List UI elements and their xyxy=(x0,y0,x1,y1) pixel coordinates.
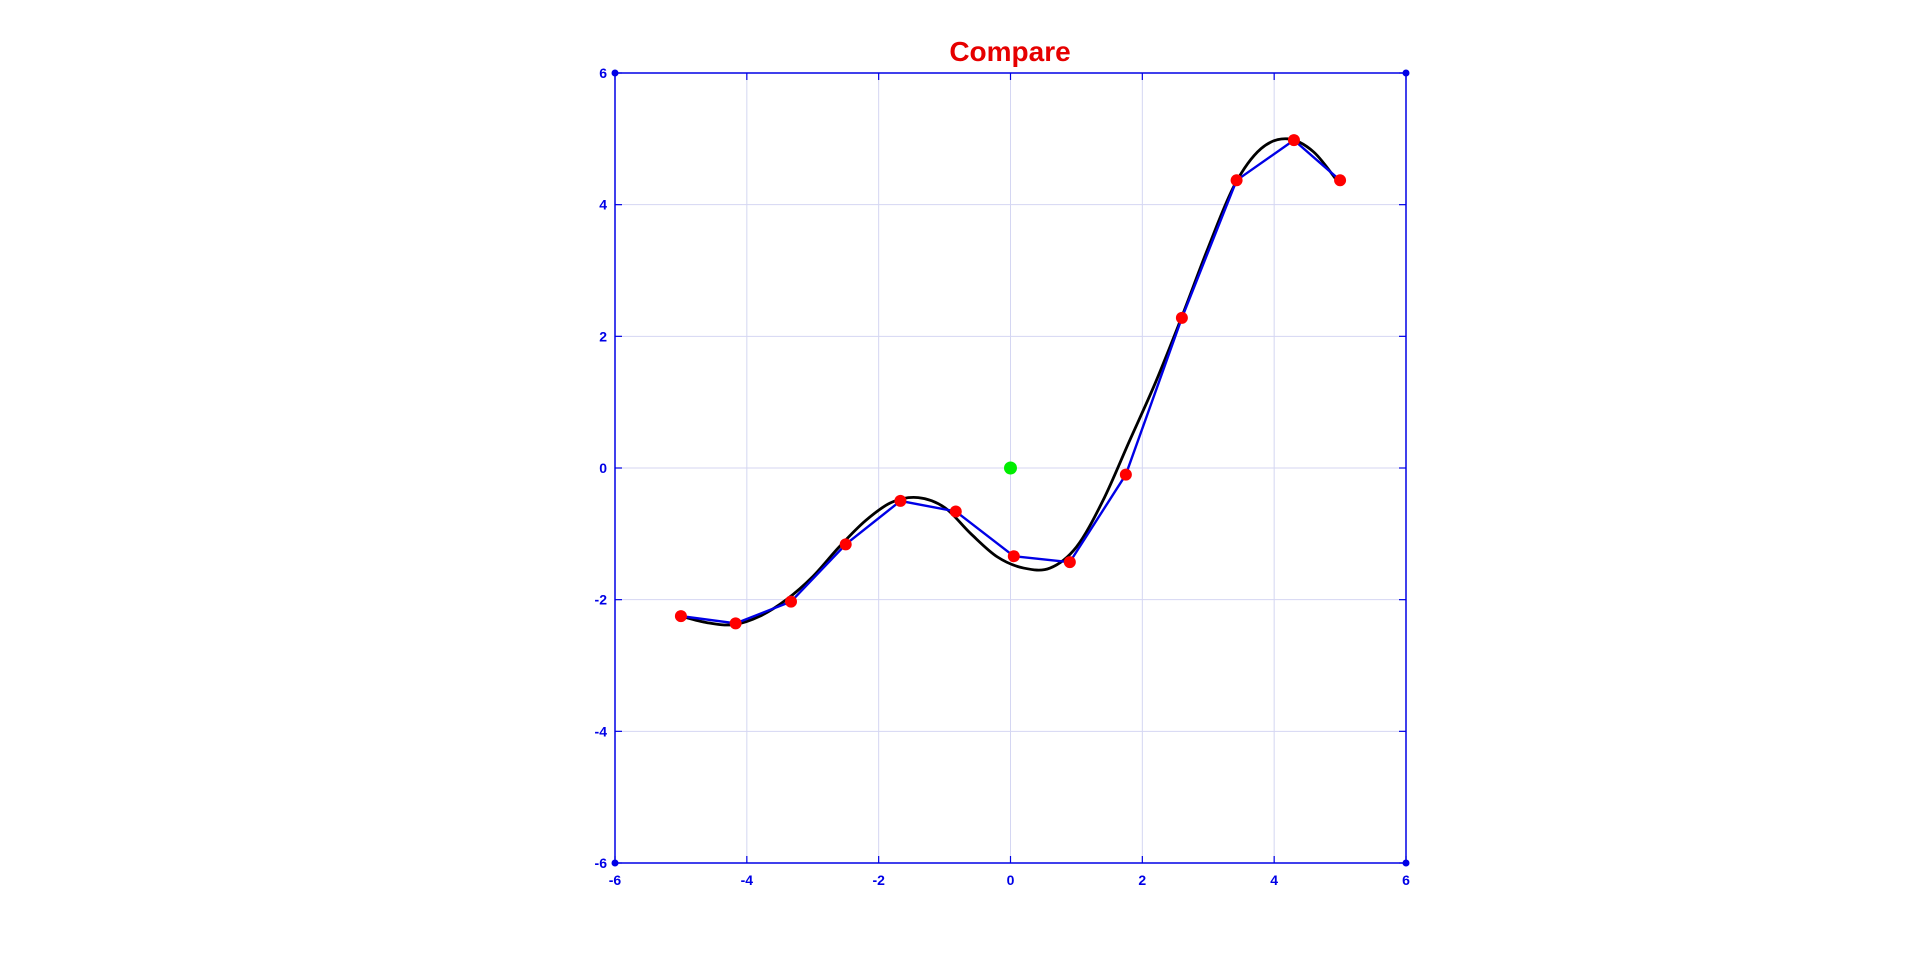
x-tick-label: 0 xyxy=(1007,872,1015,888)
data-point-marker xyxy=(1334,174,1347,187)
y-tick-label: -4 xyxy=(595,723,608,739)
data-point-marker xyxy=(729,617,742,630)
data-point-marker xyxy=(839,538,852,551)
x-tick-label: -4 xyxy=(741,872,754,888)
series-group xyxy=(674,134,1347,630)
grid xyxy=(615,73,1406,863)
axes: -6 -4 -2 0 2 4 6 -6 -4 -2 0 2 4 6 xyxy=(595,65,1411,888)
data-point-marker xyxy=(674,610,687,623)
axis-corner-dot xyxy=(611,69,619,77)
x-tick-label: 2 xyxy=(1138,872,1146,888)
x-tick-label: -2 xyxy=(872,872,885,888)
data-point-marker xyxy=(1175,311,1188,324)
y-tick-label: 6 xyxy=(599,65,607,81)
data-point-marker xyxy=(894,494,907,507)
axis-corner-dot xyxy=(611,859,619,867)
y-tick-label: 2 xyxy=(599,328,607,344)
origin-point-marker xyxy=(1004,461,1017,475)
y-tick-label: -6 xyxy=(595,855,608,871)
data-point-marker xyxy=(1230,174,1243,187)
data-point-marker xyxy=(1287,134,1300,147)
data-point-marker xyxy=(1063,556,1076,569)
x-tick-label: 4 xyxy=(1270,872,1278,888)
data-point-marker xyxy=(949,505,962,518)
axis-corner-dot xyxy=(1402,859,1410,867)
y-tick-label: -2 xyxy=(595,592,608,608)
data-point-marker xyxy=(1007,550,1020,563)
data-point-marker xyxy=(784,595,797,608)
axis-corner-dot xyxy=(1402,69,1410,77)
chart-title: Compare xyxy=(949,36,1070,67)
data-point-marker xyxy=(1119,468,1132,481)
x-tick-label: -6 xyxy=(609,872,622,888)
y-tick-label: 0 xyxy=(599,460,607,476)
y-tick-label: 4 xyxy=(599,197,607,213)
x-tick-label: 6 xyxy=(1402,872,1410,888)
